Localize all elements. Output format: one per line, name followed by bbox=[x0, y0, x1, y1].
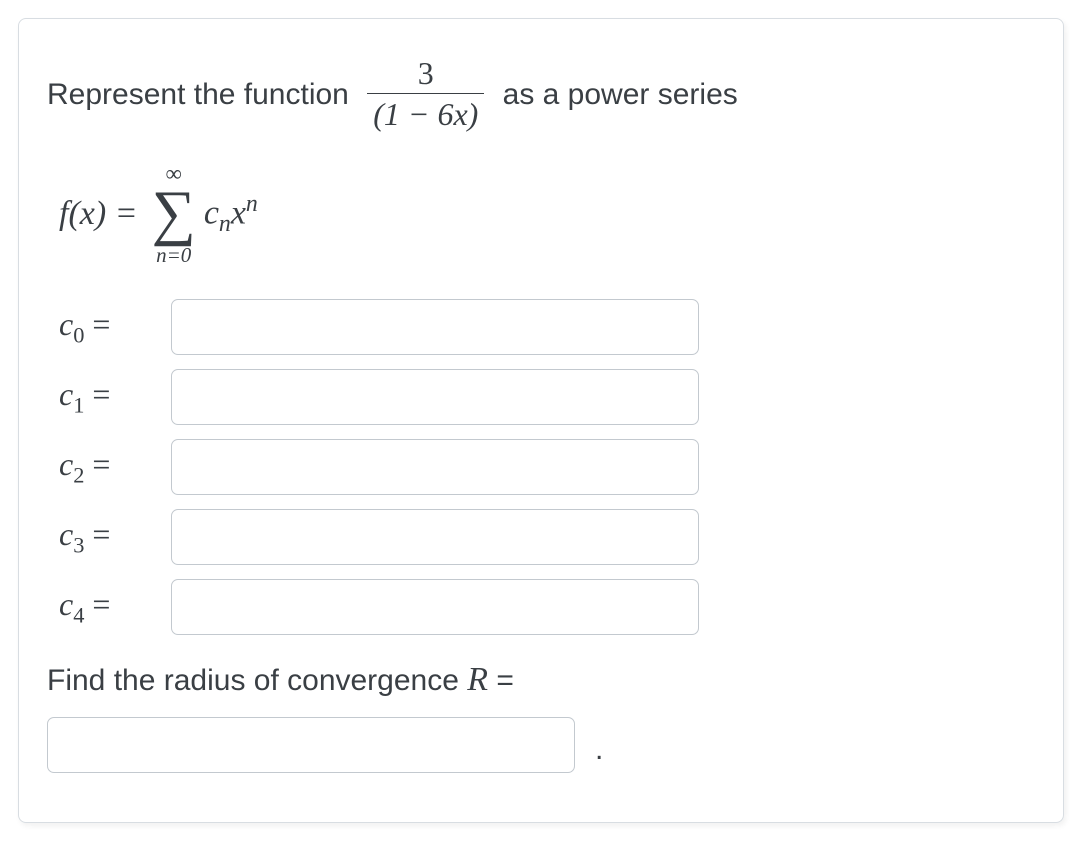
coefficient-label: c4 = bbox=[59, 586, 153, 628]
c0-input[interactable] bbox=[171, 299, 699, 355]
prompt-after: as a power series bbox=[494, 78, 737, 111]
radius-prompt: Find the radius of convergence R = bbox=[47, 661, 1035, 699]
coefficient-label: c2 = bbox=[59, 446, 153, 488]
series-lhs: f(x) = bbox=[59, 195, 138, 233]
coefficient-row: c0 = bbox=[59, 299, 1035, 355]
prompt-before: Represent the function bbox=[47, 78, 357, 111]
fraction: 3 (1 − 6x) bbox=[367, 57, 484, 131]
coefficient-row: c4 = bbox=[59, 579, 1035, 635]
coefficient-label: c3 = bbox=[59, 516, 153, 558]
c3-input[interactable] bbox=[171, 509, 699, 565]
coefficient-label: c1 = bbox=[59, 376, 153, 418]
sigma-icon: ∞ ∑ n=0 bbox=[152, 162, 196, 266]
coefficient-row: c1 = bbox=[59, 369, 1035, 425]
c2-input[interactable] bbox=[171, 439, 699, 495]
fraction-numerator: 3 bbox=[412, 57, 440, 93]
coefficient-row: c2 = bbox=[59, 439, 1035, 495]
radius-input-row: . bbox=[47, 717, 1035, 773]
radius-period: . bbox=[595, 733, 603, 767]
problem-card: Represent the function 3 (1 − 6x) as a p… bbox=[18, 18, 1064, 823]
sigma-lower-limit: n=0 bbox=[156, 245, 191, 266]
problem-prompt: Represent the function 3 (1 − 6x) as a p… bbox=[47, 57, 1035, 131]
fraction-denominator: (1 − 6x) bbox=[367, 93, 484, 132]
series-term: cnxn bbox=[204, 191, 258, 238]
c4-input[interactable] bbox=[171, 579, 699, 635]
sigma-symbol: ∑ bbox=[152, 189, 196, 239]
coefficient-label: c0 = bbox=[59, 306, 153, 348]
c1-input[interactable] bbox=[171, 369, 699, 425]
radius-input[interactable] bbox=[47, 717, 575, 773]
series-expression: f(x) = ∞ ∑ n=0 cnxn bbox=[59, 159, 1035, 269]
coefficient-list: c0 = c1 = c2 = c3 = c4 = bbox=[59, 299, 1035, 635]
coefficient-row: c3 = bbox=[59, 509, 1035, 565]
